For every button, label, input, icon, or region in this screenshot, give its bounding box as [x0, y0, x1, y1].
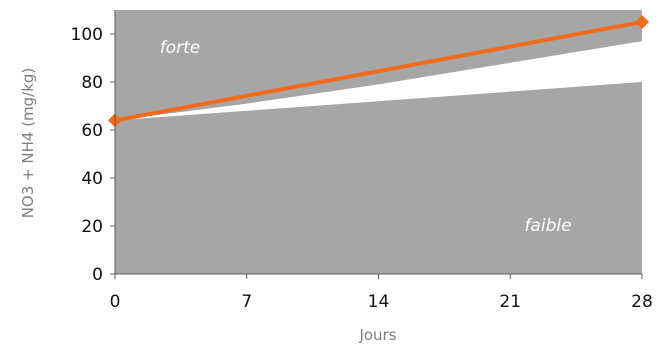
x-tick-label: 28 — [631, 292, 653, 312]
y-tick-label: 20 — [81, 217, 103, 237]
x-tick-label: 0 — [110, 292, 121, 312]
x-tick-label: 21 — [499, 292, 521, 312]
annotation-forte: forte — [160, 38, 201, 58]
y-tick-label: 100 — [71, 25, 103, 45]
x-axis-title: Jours — [358, 326, 396, 344]
y-tick-label: 80 — [81, 73, 103, 93]
y-axis-title: NO3 + NH4 (mg/kg) — [19, 68, 37, 219]
band-forte — [115, 10, 642, 121]
axes: 0 20 40 60 80 100 0 7 14 21 28 — [71, 10, 653, 312]
band-faible — [115, 82, 642, 274]
plot-area — [108, 10, 649, 274]
x-tick-label: 7 — [241, 292, 252, 312]
x-tick-label: 14 — [368, 292, 390, 312]
y-tick-label: 40 — [81, 169, 103, 189]
annotation-faible: faible — [524, 216, 571, 236]
y-tick-label: 0 — [92, 265, 103, 285]
series-line — [114, 20, 643, 123]
y-tick-label: 60 — [81, 121, 103, 141]
data-point — [635, 15, 649, 29]
